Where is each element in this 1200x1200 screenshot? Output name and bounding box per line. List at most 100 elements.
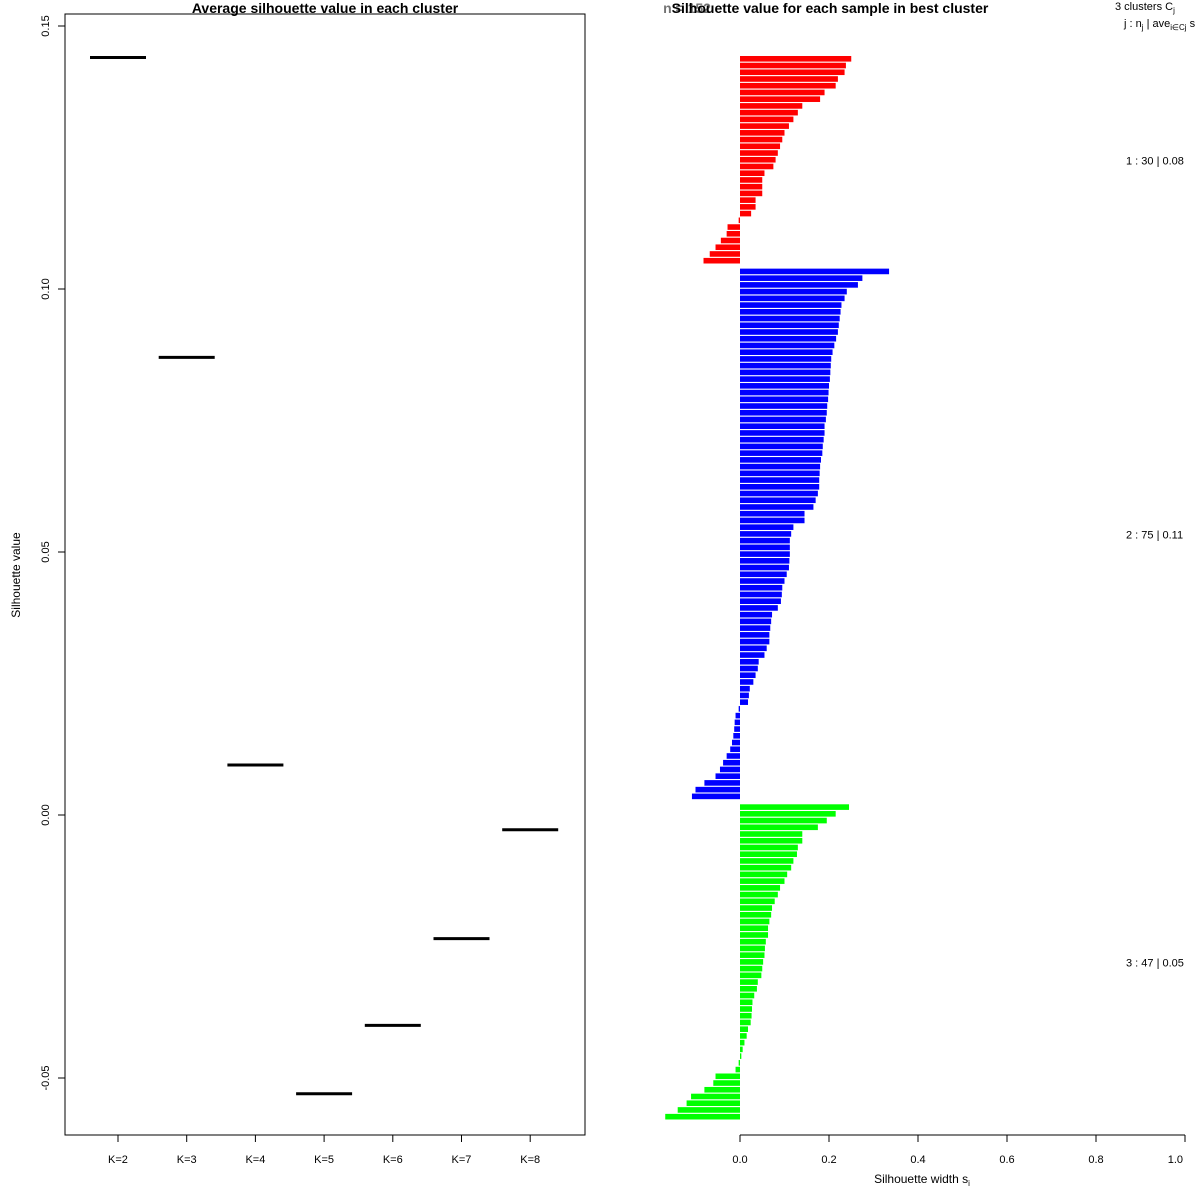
silhouette-bar [726,753,740,759]
silhouette-bar [740,524,794,530]
silhouette-bar [704,1086,740,1093]
left-y-tick-label: 0.15 [40,15,52,36]
silhouette-bar [740,986,757,992]
silhouette-bar [740,423,825,430]
silhouette-bar [719,766,740,773]
left-x-tick-label: K=8 [520,1154,540,1166]
silhouette-bar [715,1073,740,1080]
silhouette-bar [740,918,770,925]
silhouette-bar [740,510,805,517]
silhouette-bar [727,224,740,230]
silhouette-bar [740,116,794,123]
right-x-tick-label: 0.0 [732,1154,747,1166]
silhouette-bar [740,965,763,972]
silhouette-bar [740,490,818,497]
silhouette-bar [740,672,756,679]
silhouette-bar [740,1033,747,1039]
silhouette-bar [740,302,842,308]
silhouette-bar [740,76,838,82]
silhouette-bar [740,383,829,389]
cluster-label: 2 : 75 | 0.11 [1126,529,1183,541]
left-y-tick-label: -0.05 [40,1065,52,1090]
silhouette-bar [723,759,740,766]
silhouette-bar [740,282,858,288]
silhouette-bar [740,436,824,443]
silhouette-bar [735,712,740,719]
silhouette-bar [740,109,798,116]
silhouette-bar [740,692,749,699]
legend-header-line2: j : nj | avei∈Cj s [1123,18,1196,32]
silhouette-bar [740,871,788,878]
silhouette-bar [733,733,740,739]
silhouette-bar [740,275,863,281]
silhouette-bar [691,1093,740,1100]
silhouette-bar [740,150,778,156]
silhouette-bar [740,544,790,551]
silhouette-bar [740,679,754,685]
silhouette-bar [740,932,769,938]
silhouette-bar [740,959,764,965]
silhouette-bar [740,665,758,672]
cluster-label: 1 : 30 | 0.08 [1126,155,1184,167]
silhouette-bar [715,773,740,779]
left-x-axis: K=2 K=3 K=4 K=5 K=6 K=7 K=8 [108,1134,540,1166]
silhouette-bar [740,183,763,190]
silhouette-bar [735,1066,740,1073]
silhouette-bar [740,457,821,463]
left-x-tick-label: K=2 [108,1154,128,1166]
silhouette-bar [740,558,790,564]
silhouette-bar [740,844,798,851]
silhouette-bar [740,824,818,831]
silhouette-bar [740,1046,743,1053]
silhouette-bar [740,450,823,456]
silhouette-bar [720,237,740,244]
silhouette-bars [665,56,890,1120]
silhouette-bar [740,1019,751,1026]
silhouette-bar [740,470,820,477]
right-chart-title: Silhouette value for each sample in best… [672,0,989,16]
right-x-tick-label: 0.8 [1088,1154,1103,1166]
silhouette-bar [740,992,755,999]
silhouette-bar [740,537,790,544]
silhouette-bar [740,999,753,1006]
silhouette-bar [740,625,771,631]
silhouette-bar [740,517,805,524]
silhouette-bar [740,268,890,275]
silhouette-bar [740,858,794,864]
silhouette-bar [740,611,773,618]
silhouette-bar [740,342,835,349]
silhouette-bar [740,56,852,62]
silhouette-bar [691,793,740,800]
silhouette-bar [740,210,752,217]
silhouette-bar [738,217,740,224]
silhouette-bar [740,463,821,470]
silhouette-bar [740,62,846,69]
silhouette-bar [740,504,814,510]
silhouette-bar [740,638,770,645]
overlap-n-label: n = 152 [663,0,711,16]
silhouette-bar [740,362,831,369]
silhouette-bar [740,837,803,844]
cluster-label: 3 : 47 | 0.05 [1126,957,1184,969]
silhouette-bar [740,685,750,692]
silhouette-bar [740,811,836,817]
silhouette-bar [695,786,740,793]
silhouette-bar [740,531,792,537]
silhouette-bar [740,891,778,898]
silhouette-bar [740,591,782,598]
silhouette-bar [740,804,850,810]
silhouette-bar [740,96,821,102]
silhouette-bar [730,746,740,753]
silhouette-bar [740,177,763,183]
silhouette-bar [740,584,783,591]
silhouette-bar [740,911,772,918]
left-y-tick-label: 0.10 [40,278,52,299]
silhouette-bar [703,257,740,264]
silhouette-bar [740,130,785,136]
silhouette-bar [740,925,769,932]
silhouette-bar [740,123,789,129]
left-x-tick-label: K=5 [314,1154,334,1166]
silhouette-bar [740,979,758,985]
silhouette-bar [740,335,837,342]
